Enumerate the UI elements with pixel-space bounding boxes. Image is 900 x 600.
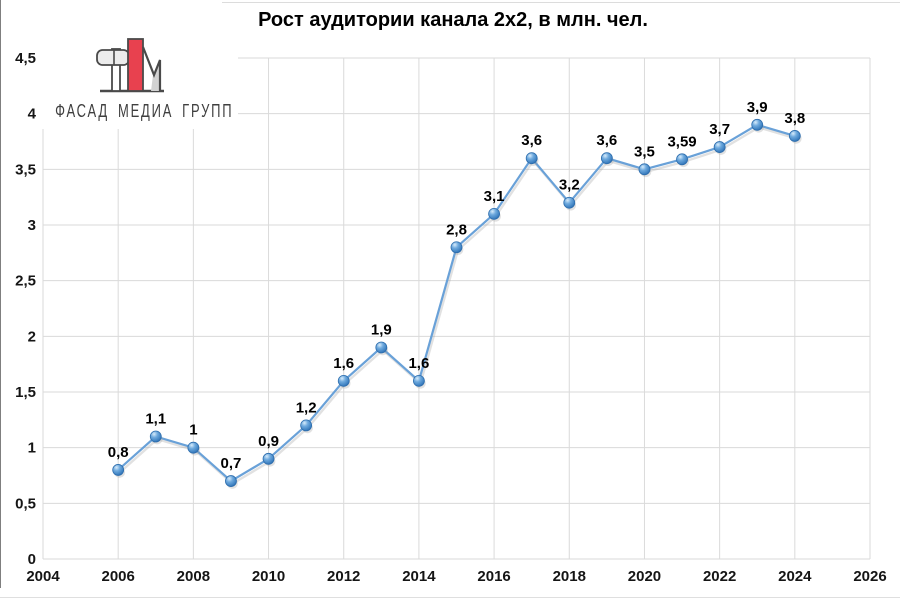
data-point-label: 1,6 <box>333 355 354 372</box>
series-line-shadow <box>118 126 797 486</box>
data-point-label: 1 <box>189 422 197 439</box>
data-point-label: 1,1 <box>145 411 166 428</box>
logo-text: ФАСАД МЕДИА ГРУПП <box>55 101 234 121</box>
data-point-marker <box>450 241 463 254</box>
data-point-label: 1,2 <box>296 399 317 416</box>
x-axis-tick-label: 2008 <box>177 568 210 585</box>
data-point-marker <box>600 152 613 165</box>
data-point-marker <box>187 441 200 454</box>
data-point-label: 2,8 <box>446 221 467 238</box>
data-point-label: 0,9 <box>258 433 279 450</box>
data-point-label: 3,6 <box>521 132 542 149</box>
data-point-label: 3,5 <box>634 143 655 160</box>
data-point-label: 1,6 <box>408 355 429 372</box>
data-point-label: 3,6 <box>596 132 617 149</box>
window-edge-bottom <box>0 597 900 598</box>
data-point-marker <box>713 141 726 153</box>
data-point-marker <box>112 464 125 476</box>
x-axis-tick-label: 2026 <box>853 568 886 585</box>
x-axis-tick-label: 2012 <box>327 568 360 585</box>
y-axis-tick-label: 4,5 <box>15 50 36 67</box>
x-axis-tick-label: 2010 <box>252 568 285 585</box>
x-axis-tick-label: 2018 <box>553 568 586 585</box>
y-axis-tick-label: 1,5 <box>15 384 36 401</box>
data-point-marker <box>149 430 162 443</box>
company-logo: ФАСАД МЕДИА ГРУПП <box>38 27 238 129</box>
data-point-label: 3,8 <box>784 110 805 127</box>
x-axis-tick-label: 2014 <box>402 568 436 585</box>
data-point-label: 3,2 <box>559 177 580 194</box>
data-point-marker <box>225 475 237 487</box>
data-point-marker <box>413 374 425 387</box>
y-axis-tick-label: 2,5 <box>15 273 36 290</box>
y-axis-tick-label: 2 <box>28 328 36 345</box>
data-point-marker <box>300 419 313 432</box>
data-point-label: 3,9 <box>747 99 768 116</box>
x-axis-tick-label: 2006 <box>101 568 134 585</box>
data-point-marker <box>751 118 764 131</box>
y-axis-tick-label: 3,5 <box>15 161 36 178</box>
data-point-marker <box>788 130 801 142</box>
chart-title: Рост аудитории канала 2х2, в млн. чел. <box>258 9 648 31</box>
data-point-label: 3,59 <box>667 133 696 150</box>
y-axis-tick-label: 3 <box>28 217 36 234</box>
series-line <box>117 123 796 483</box>
data-point-marker <box>638 163 651 176</box>
y-axis-tick-label: 0 <box>28 551 36 568</box>
chart-frame-top <box>222 2 900 3</box>
window-edge-left <box>0 0 1 588</box>
data-point-marker <box>375 341 388 354</box>
x-axis-tick-label: 2020 <box>628 568 661 585</box>
data-point-label: 0,8 <box>108 444 129 461</box>
data-point-label: 0,7 <box>221 455 242 472</box>
y-axis-tick-label: 4 <box>28 106 37 123</box>
y-axis-tick-label: 0,5 <box>15 495 36 512</box>
x-axis-tick-label: 2016 <box>477 568 510 585</box>
data-point-label: 3,7 <box>709 121 730 138</box>
logo-mark-icon <box>96 38 164 93</box>
data-point-marker <box>488 207 500 220</box>
y-axis-tick-label: 1 <box>28 440 36 457</box>
data-point-marker <box>676 153 688 166</box>
data-point-label: 3,1 <box>484 188 505 205</box>
data-point-label: 1,9 <box>371 321 392 338</box>
data-point-marker <box>262 452 275 465</box>
data-point-marker <box>337 374 350 387</box>
data-point-marker <box>525 152 538 165</box>
data-point-marker <box>563 196 576 209</box>
x-axis-tick-label: 2024 <box>778 568 812 585</box>
x-axis-tick-label: 2022 <box>703 568 736 585</box>
x-axis-tick-label: 2004 <box>26 568 60 585</box>
